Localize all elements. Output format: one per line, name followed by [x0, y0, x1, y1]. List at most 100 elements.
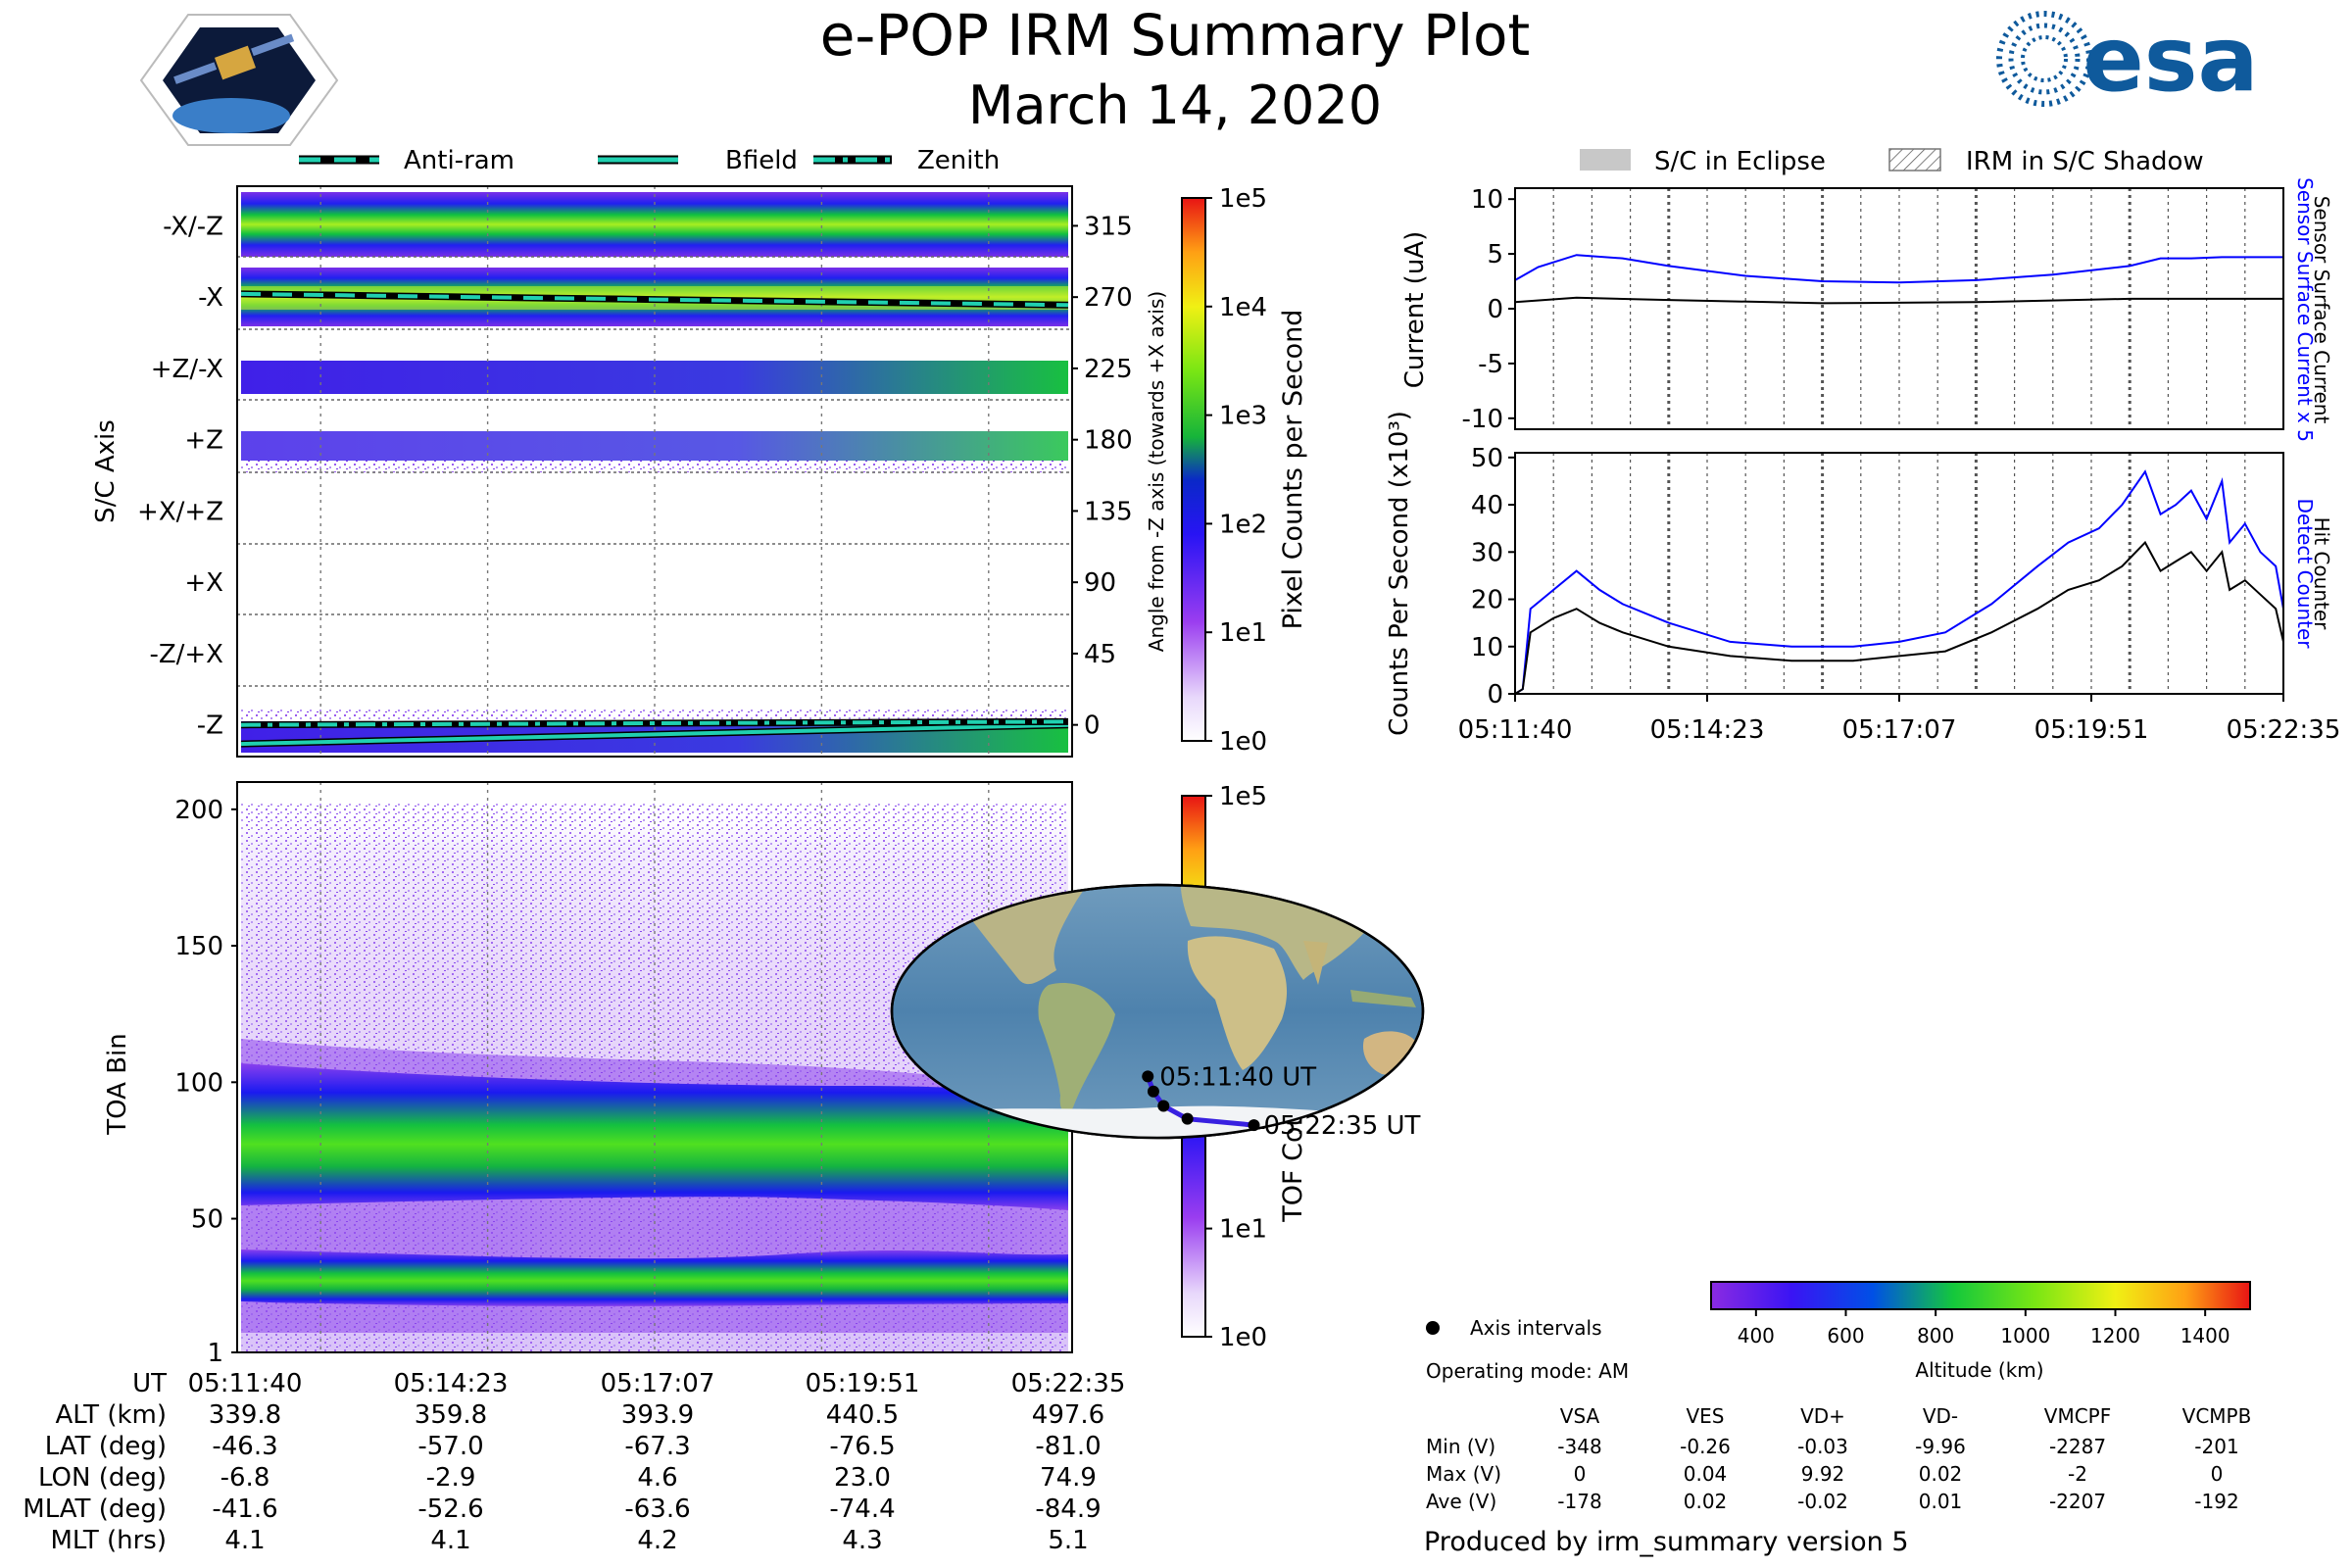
detect-counter-line [1514, 469, 2284, 695]
cassiope-logo: CASSIOPE [139, 14, 339, 146]
ephemeris-cell: 4.3 [842, 1526, 882, 1555]
axis-intervals-label: Axis intervals [1470, 1316, 1602, 1340]
y-tick-label: 50 [1471, 444, 1503, 473]
ephemeris-cell: -63.6 [624, 1494, 690, 1524]
zenith-direction-line [240, 719, 1069, 727]
legend-bfield: Bfield [725, 146, 798, 175]
row-label-alt: ALT (km) [55, 1400, 167, 1430]
ephemeris-cell: 359.8 [415, 1400, 487, 1430]
ephemeris-cell: 4.1 [224, 1526, 265, 1555]
sc-axis-ylabel: S/C Axis [91, 419, 121, 523]
sc-angle-tick-label: 270 [1084, 283, 1133, 313]
operating-mode-label: Operating mode: AM [1426, 1359, 1629, 1383]
y-tick-label: 0 [1487, 295, 1503, 324]
bfield-direction-line [240, 722, 1069, 747]
volt-row-label-ave: Ave (V) [1426, 1490, 1496, 1513]
toa-tick-label: 50 [191, 1205, 223, 1235]
y-tick-label: 10 [1471, 633, 1503, 662]
sc-axis-tick-label: +Z [184, 426, 223, 456]
altitude-tick-label: 400 [1738, 1324, 1775, 1348]
voltage-cell: -348 [1557, 1435, 1601, 1458]
ephemeris-cell: -6.8 [220, 1463, 270, 1493]
africa [1187, 936, 1288, 1070]
sc-angle-tick-label: 180 [1084, 426, 1133, 456]
voltage-column-header: VD- [1923, 1404, 1958, 1428]
ephemeris-cell: -74.4 [829, 1494, 895, 1524]
colorbar-tick-label: 1e1 [1219, 1215, 1267, 1245]
counter-ylabel: Counts Per Second (x10³) [1385, 411, 1414, 736]
voltage-cell: -0.03 [1797, 1435, 1848, 1458]
y-tick-label: 10 [1471, 185, 1503, 215]
x-tick-label: 05:22:35 [2227, 715, 2341, 745]
y-tick-label: 40 [1471, 491, 1503, 520]
legend-shadow: IRM in S/C Shadow [1966, 147, 2204, 176]
voltage-column-header: VD+ [1800, 1404, 1845, 1428]
altitude-tick-label: 1000 [2000, 1324, 2050, 1348]
voltage-cell: -192 [2194, 1490, 2238, 1513]
ephemeris-cell: -81.0 [1035, 1432, 1101, 1461]
band-xz [241, 192, 1068, 257]
operating-info: Axis intervals Operating mode: AM [1426, 1316, 1629, 1383]
toa-panel: 200 150 100 50 1 TOA Bin [103, 781, 1073, 1368]
x-tick-label: 05:19:51 [2034, 715, 2149, 745]
voltage-cell: 0 [2211, 1462, 2224, 1486]
figure-date: March 14, 2020 [968, 74, 1382, 136]
ephemeris-cell: -76.5 [829, 1432, 895, 1461]
sc-axis-tick-label: +X/+Z [137, 497, 223, 526]
hit-counter-line [1514, 540, 2284, 695]
indonesia [1350, 990, 1416, 1007]
colorbar-tick-label: 1e4 [1219, 293, 1267, 322]
south-america [1038, 983, 1115, 1113]
altitude-colorbar: 400 600 800 1000 1200 1400 Altitude (km) [1710, 1281, 2251, 1382]
voltage-column-header: VMCPF [2044, 1404, 2111, 1428]
ephemeris-cell: 74.9 [1040, 1463, 1097, 1493]
produced-by-label: Produced by irm_summary version 5 [1424, 1527, 1909, 1557]
toa-tick-label: 100 [174, 1068, 223, 1098]
volt-row-label-max: Max (V) [1426, 1462, 1501, 1486]
voltage-column-header: VES [1686, 1404, 1724, 1428]
sc-axis-panel: -X/-Z -X +Z/-X +Z +X/+Z +X -Z/+X -Z 315 270 225 18… [91, 185, 1168, 758]
voltage-cell: 9.92 [1801, 1462, 1845, 1486]
ephemeris-cell: -46.3 [212, 1432, 277, 1461]
ephemeris-cell: 05:19:51 [806, 1369, 920, 1398]
y-tick-label: -10 [1462, 405, 1503, 434]
voltage-cell: 0.02 [1919, 1462, 1963, 1486]
orbit-interval-point [1142, 1070, 1154, 1083]
ephemeris-cell: 23.0 [834, 1463, 891, 1493]
counter-panel: 50 40 30 20 10 0 05:11:40 05:14:23 05:17:07 05:1… [1385, 411, 2340, 745]
colorbar-tick-label: 1e0 [1219, 1323, 1267, 1352]
row-label-lat: LAT (deg) [45, 1432, 167, 1461]
colorbar-tick-label: 1e3 [1219, 402, 1267, 431]
voltage-cell: -178 [1557, 1490, 1601, 1513]
x-tick-label: 05:17:07 [1842, 715, 1957, 745]
sc-axis-tick-label: -X/-Z [163, 212, 223, 241]
voltage-column-header: VCMPB [2182, 1404, 2252, 1428]
voltage-cell: -2287 [2049, 1435, 2106, 1458]
voltage-cell: -201 [2194, 1435, 2238, 1458]
india [1303, 941, 1328, 985]
sc-axis-tick-label: -Z/+X [149, 640, 223, 669]
eclipse-legend: S/C in Eclipse IRM in S/C Shadow [1580, 147, 2204, 176]
ephemeris-cell: -41.6 [212, 1494, 277, 1524]
row-label-lon: LON (deg) [38, 1463, 167, 1493]
legend-anti-ram: Anti-ram [404, 146, 514, 175]
colorbar-tick-label: 1e0 [1219, 727, 1267, 757]
orbit-interval-point [1147, 1085, 1159, 1098]
colorbar-tick-label: 1e5 [1219, 184, 1267, 214]
x-tick-label: 05:11:40 [1458, 715, 1573, 745]
altitude-tick-label: 800 [1917, 1324, 1954, 1348]
volt-row-label-min: Min (V) [1426, 1435, 1495, 1458]
altitude-tick-label: 600 [1827, 1324, 1864, 1348]
axis-interval-marker [1426, 1321, 1440, 1335]
greenland [1117, 796, 1186, 862]
sc-axis-tick-label: -Z [197, 711, 223, 741]
altitude-tick-label: 1400 [2180, 1324, 2230, 1348]
orbit-interval-point [1248, 1119, 1260, 1132]
y-tick-label: 20 [1471, 586, 1503, 615]
direction-legend: Anti-ram Bfield Zenith [299, 146, 1000, 175]
orbit-start-label: 05:11:40 UT [1159, 1062, 1316, 1092]
legend-zenith: Zenith [917, 146, 1000, 175]
esa-logo: esa [1996, 7, 2259, 112]
sc-angle-tick-label: 90 [1084, 568, 1116, 598]
